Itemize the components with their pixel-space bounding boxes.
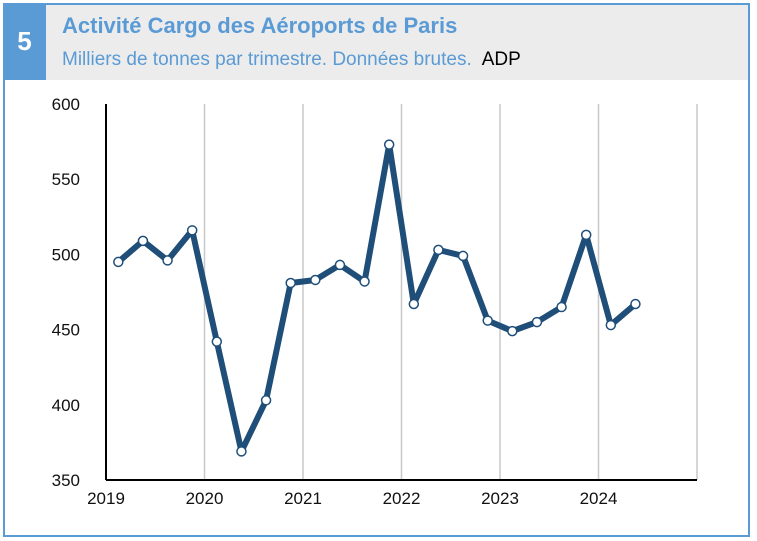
data-point	[285, 277, 296, 289]
x-tick-label: 2023	[481, 489, 519, 508]
x-tick-label: 2020	[186, 489, 224, 508]
chart-subtitle: Milliers de tonnes par trimestre. Donnée…	[62, 49, 521, 71]
panel-header: Activité Cargo des Aéroports de Paris Mi…	[46, 5, 748, 80]
panel-frame	[3, 3, 750, 537]
chart-title: Activité Cargo des Aéroports de Paris	[62, 13, 458, 38]
data-point	[408, 298, 420, 310]
data-point	[531, 316, 543, 328]
data-point	[310, 274, 321, 286]
x-tick-label: 2024	[580, 489, 618, 508]
data-point	[507, 325, 518, 337]
x-tick-label: 2022	[383, 489, 421, 508]
data-point	[162, 255, 173, 266]
y-tick-label: 450	[52, 321, 80, 340]
y-tick-label: 500	[52, 245, 80, 264]
source-label: ADP	[481, 49, 521, 70]
y-tick-label: 350	[52, 471, 80, 490]
data-point	[580, 229, 592, 241]
data-point	[334, 259, 346, 271]
data-point	[556, 301, 567, 313]
data-point	[359, 276, 370, 287]
data-point	[260, 395, 272, 406]
subtitle-text: Milliers de tonnes par trimestre. Donnée…	[62, 49, 472, 70]
data-point	[457, 250, 469, 262]
series-line	[116, 141, 638, 455]
data-point	[605, 319, 617, 331]
y-tick-label: 600	[52, 95, 80, 114]
data-point	[186, 225, 198, 236]
y-tick-label: 400	[52, 396, 80, 415]
y-tick-label: 550	[52, 170, 80, 189]
x-tick-label: 2019	[87, 489, 125, 508]
data-point	[236, 446, 247, 457]
data-point	[211, 336, 223, 347]
data-point	[482, 315, 493, 326]
data-point	[433, 244, 444, 256]
x-tick-label: 2021	[284, 489, 322, 508]
data-point	[137, 235, 149, 247]
data-point	[630, 298, 641, 310]
data-point	[113, 256, 124, 268]
panel-number-badge: 5	[3, 3, 46, 80]
data-point	[383, 139, 395, 150]
